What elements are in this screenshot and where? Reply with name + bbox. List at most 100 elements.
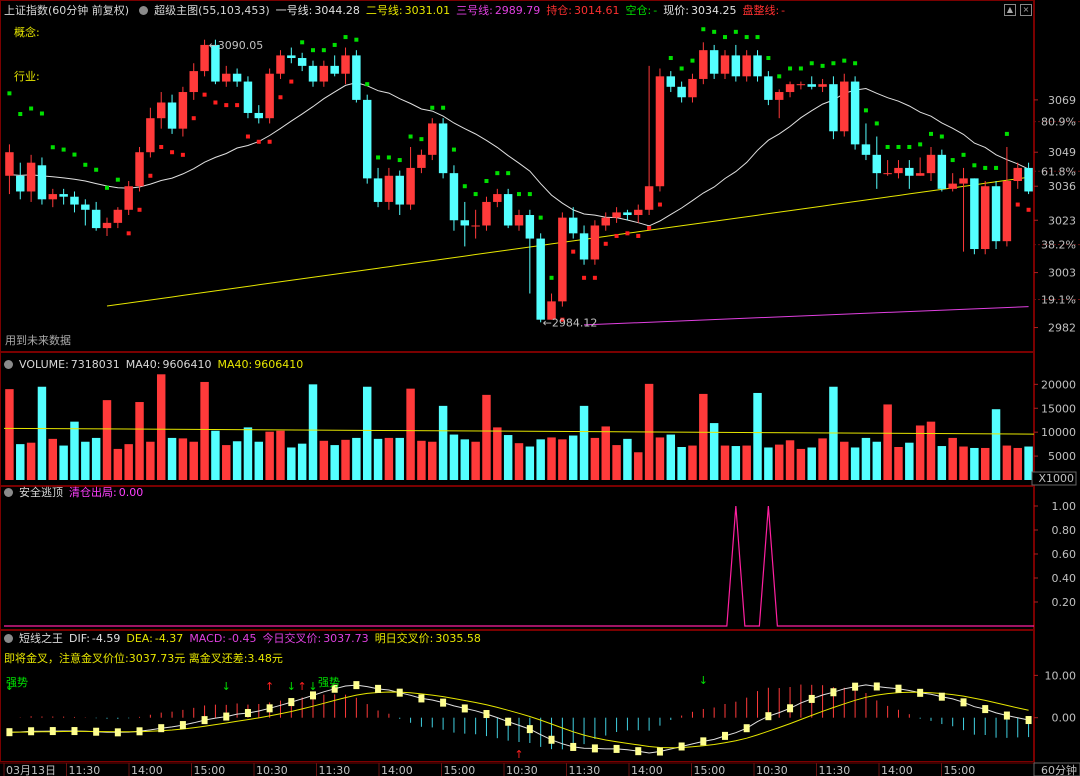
time-label: 10:30 xyxy=(506,764,538,776)
sar-dot xyxy=(159,144,164,149)
sar-dot xyxy=(256,139,261,144)
time-label: 10:30 xyxy=(756,764,788,776)
candle-body xyxy=(894,167,903,174)
volume-bar xyxy=(948,437,957,480)
macd-toggle-icon[interactable] xyxy=(4,634,13,643)
sar-dot xyxy=(72,152,77,157)
volume-bar xyxy=(915,425,925,480)
volume-bar xyxy=(384,437,394,480)
macd-marker xyxy=(28,727,35,736)
candle-body xyxy=(428,123,437,155)
candle-body xyxy=(514,215,524,226)
macd-indicator-value: 3037.73 xyxy=(323,632,369,645)
candle-body xyxy=(362,99,372,179)
main-indicator-values: 一号线: 3044.28 二号线: 3031.01 三号线: 2989.79 持仓: 3014… xyxy=(276,4,792,17)
candle-body xyxy=(449,173,459,221)
volume-bar xyxy=(395,437,404,480)
candle-body xyxy=(37,165,47,200)
candle-body xyxy=(991,186,1001,242)
volume-bar xyxy=(460,439,470,480)
panel-frame xyxy=(0,630,1034,762)
sar-dot xyxy=(798,66,803,71)
main-indicator-value: 3014.61 xyxy=(574,4,620,17)
sar-dot xyxy=(560,317,565,322)
candle-body xyxy=(612,212,621,218)
volume-bar xyxy=(612,445,621,480)
candle-body xyxy=(709,50,719,74)
candle-body xyxy=(167,102,177,129)
sar-dot xyxy=(679,66,684,71)
sar-dot xyxy=(820,63,825,68)
sar-dot xyxy=(625,231,630,236)
candle-body xyxy=(558,217,567,302)
macd-marker xyxy=(982,705,989,714)
sar-dot xyxy=(712,29,717,34)
collapse-icon[interactable]: ▲ xyxy=(1004,4,1016,16)
dif-line xyxy=(9,684,1029,754)
volume-bar xyxy=(785,440,795,480)
time-label: 11:30 xyxy=(569,764,601,776)
close-icon[interactable]: × xyxy=(1020,4,1032,16)
candle-body xyxy=(915,173,925,176)
volume-bar xyxy=(124,444,133,480)
volume-bar xyxy=(894,447,903,480)
macd-marker xyxy=(418,694,425,703)
volume-bar xyxy=(91,437,101,480)
candle-body xyxy=(460,220,470,226)
sar-dot xyxy=(506,171,511,176)
indicator-name[interactable]: 超级主图(55,103,453) xyxy=(154,4,270,17)
sar-dot xyxy=(690,58,695,63)
main-header: 上证指数(60分钟 前复权) 超级主图(55,103,453) 一号线: 3044.2… xyxy=(0,2,797,20)
sar-dot xyxy=(245,134,250,139)
concept-label: 概念: xyxy=(14,26,40,39)
macd-marker xyxy=(353,681,360,690)
candle-body xyxy=(330,65,339,74)
macd-marker xyxy=(852,682,859,691)
sar-dot xyxy=(538,215,543,220)
volume-bar xyxy=(796,448,806,480)
volume-bar xyxy=(753,392,762,480)
candle-body xyxy=(70,196,79,205)
main-indicator-label: 现价: xyxy=(663,4,689,17)
sar-dot xyxy=(50,145,55,150)
candle-body xyxy=(189,71,198,93)
candle-body xyxy=(146,118,155,153)
sar-dot xyxy=(733,29,738,34)
macd-marker xyxy=(1025,716,1032,725)
candle-body xyxy=(124,186,133,210)
volume-bar xyxy=(742,445,751,480)
escape-tick-label: 0.40 xyxy=(1052,572,1077,585)
candle-body xyxy=(308,65,318,82)
volume-bar xyxy=(590,437,600,480)
volume-bar xyxy=(189,441,198,480)
volume-bar xyxy=(601,426,610,480)
sar-dot xyxy=(441,105,446,110)
volume-toggle-icon[interactable] xyxy=(4,360,13,369)
indicator-toggle-icon[interactable] xyxy=(139,6,149,15)
sar-dot xyxy=(386,155,391,160)
sar-dot xyxy=(766,56,771,61)
volume-bar xyxy=(330,445,339,480)
sar-dot xyxy=(267,139,272,144)
volume-bar xyxy=(352,437,361,480)
candle-body xyxy=(81,204,90,210)
volume-bar xyxy=(482,394,491,480)
volume-bar xyxy=(709,423,719,480)
volume-bar xyxy=(308,384,318,480)
candle-body xyxy=(590,225,600,260)
sar-dot xyxy=(311,48,315,53)
candle-body xyxy=(850,81,860,145)
candle-body xyxy=(102,222,112,229)
candle-body xyxy=(341,55,350,74)
volume-bar xyxy=(156,374,166,480)
volume-bar xyxy=(699,393,708,480)
volume-ma2-value: 9606410 xyxy=(254,358,304,371)
sar-dot xyxy=(137,207,142,212)
sar-dot xyxy=(636,233,641,238)
volume-tick-label: 10000 xyxy=(1041,426,1076,439)
escape-toggle-icon[interactable] xyxy=(4,488,13,497)
sar-dot xyxy=(549,275,554,280)
macd-marker xyxy=(548,735,555,744)
sar-dot xyxy=(94,167,99,172)
